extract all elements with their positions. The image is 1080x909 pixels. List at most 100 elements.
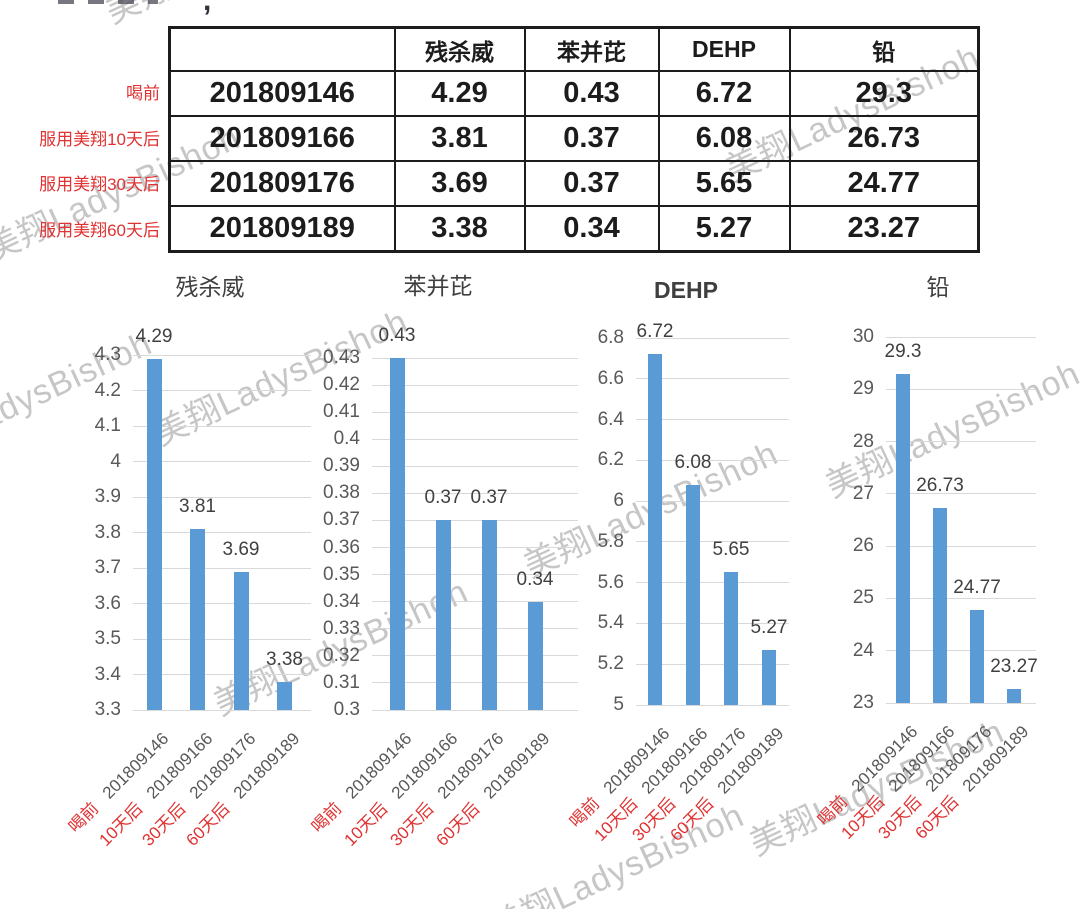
bar-value-label: 24.77: [953, 577, 1001, 599]
bar-value-label: 5.27: [750, 616, 788, 638]
bar-value-label: 26.73: [916, 474, 964, 496]
bar: [389, 358, 405, 710]
gridline: [133, 496, 311, 498]
table-header-cell: 苯并芘: [523, 26, 660, 72]
bar: [762, 649, 776, 705]
gridline: [372, 601, 578, 603]
gridline: [886, 388, 1036, 390]
y-axis-tick-label: 3.6: [94, 592, 121, 614]
table-cell-sample-id: 201809146: [168, 70, 396, 117]
bar: [190, 528, 205, 710]
bar: [896, 373, 910, 703]
cropped-comma-fragment: ,: [203, 0, 212, 17]
y-axis-tick-label: 30: [852, 326, 874, 347]
gridline: [636, 500, 789, 502]
bar: [970, 610, 984, 703]
y-axis-tick-label: 27: [852, 482, 874, 504]
table-row: 201809176 3.69 0.37 5.65 24.77: [168, 160, 980, 207]
y-axis-tick-label: 4.3: [94, 344, 121, 365]
y-axis-tick-label: 0.35: [323, 563, 360, 585]
y-axis-tick-label: 29: [852, 378, 874, 400]
y-axis-tick-label: 3.7: [94, 557, 121, 578]
gridline: [372, 682, 578, 684]
bar: [481, 520, 497, 710]
table-header-row: 残杀威 苯并芘 DEHP 铅: [168, 26, 980, 72]
gridline: [372, 492, 578, 494]
y-axis-tick-label: 0.3: [333, 699, 360, 720]
table-header-cell: [168, 26, 396, 72]
chart-title: 苯并芘: [403, 273, 473, 299]
gridline: [133, 674, 311, 675]
y-axis-tick-label: 0.43: [323, 347, 360, 368]
bar: [686, 484, 700, 705]
y-axis-tick-label: 0.41: [323, 401, 360, 423]
y-axis-tick-label: 3.9: [94, 486, 121, 507]
y-axis-tick-label: 6.6: [597, 367, 624, 389]
gridline: [636, 337, 789, 339]
bar: [435, 520, 451, 710]
table-row: 201809189 3.38 0.34 5.27 23.27: [168, 205, 980, 253]
gridline: [636, 459, 789, 461]
bar-value-label: 3.69: [222, 538, 260, 560]
gridline: [133, 709, 311, 711]
gridline: [133, 461, 311, 462]
y-axis-tick-label: 0.33: [323, 617, 360, 639]
y-axis-tick-label: 25: [852, 587, 874, 609]
gridline: [886, 702, 1036, 704]
gridline: [886, 545, 1036, 547]
gridline: [886, 441, 1036, 443]
table-cell-sample-id: 201809166: [168, 115, 396, 162]
y-axis-tick-label: 3.8: [94, 521, 121, 543]
y-axis-tick-label: 6.4: [597, 408, 624, 430]
table-cell: 3.38: [393, 205, 526, 253]
y-axis-tick-label: 6.8: [597, 327, 624, 348]
gridline: [636, 582, 789, 584]
y-axis-tick-label: 3.5: [94, 628, 121, 649]
gridline: [372, 709, 578, 711]
table-cell: 26.73: [788, 115, 980, 162]
table-row-stage-label: 服用美翔30天后: [39, 175, 160, 194]
y-axis-tick-label: 23: [852, 692, 874, 713]
table-cell: 5.27: [657, 205, 791, 253]
chart-title: 铅: [926, 274, 950, 300]
gridline: [133, 390, 311, 391]
bar-value-label: 6.08: [674, 451, 712, 473]
y-axis-tick-label: 3.4: [94, 663, 121, 685]
bar-value-label: 0.37: [424, 487, 462, 509]
y-axis-tick-label: 24: [852, 639, 874, 661]
y-axis-tick-label: 0.32: [323, 644, 360, 666]
table-cell: 0.37: [523, 115, 660, 162]
gridline: [372, 384, 578, 386]
y-axis-tick-label: 4.1: [94, 415, 121, 436]
gridline: [372, 465, 578, 467]
y-axis-tick-label: 4.2: [94, 379, 121, 401]
chart-title: 残杀威: [175, 274, 245, 300]
bar-value-label: 4.29: [135, 325, 173, 347]
y-axis-tick-label: 5.6: [597, 571, 624, 593]
y-axis-tick-label: 0.31: [323, 671, 360, 693]
table-cell: 0.34: [523, 205, 660, 253]
gridline: [372, 411, 578, 413]
table-cell: 4.29: [393, 70, 526, 117]
table-cell-sample-id: 201809176: [168, 160, 396, 207]
bar-value-label: 0.43: [378, 325, 416, 346]
y-axis-tick-label: 26: [852, 535, 874, 557]
bar: [233, 571, 249, 710]
y-axis-tick-label: 0.36: [323, 536, 360, 558]
table-row-stage-label: 喝前: [126, 84, 160, 103]
bar-value-label: 0.37: [470, 487, 508, 509]
gridline: [372, 547, 578, 549]
bar: [146, 358, 162, 710]
gridline: [636, 663, 789, 665]
y-axis-tick-label: 28: [852, 430, 874, 452]
gridline: [133, 638, 311, 640]
results-table: 残杀威 苯并芘 DEHP 铅 201809146 4.29 0.43 6.72 …: [168, 26, 980, 253]
gridline: [372, 357, 578, 359]
y-axis-tick-label: 5.2: [597, 653, 624, 675]
y-axis-tick-label: 5: [613, 694, 624, 715]
bar: [527, 601, 543, 710]
y-axis-tick-label: 0.38: [323, 482, 360, 504]
gridline: [886, 597, 1036, 599]
